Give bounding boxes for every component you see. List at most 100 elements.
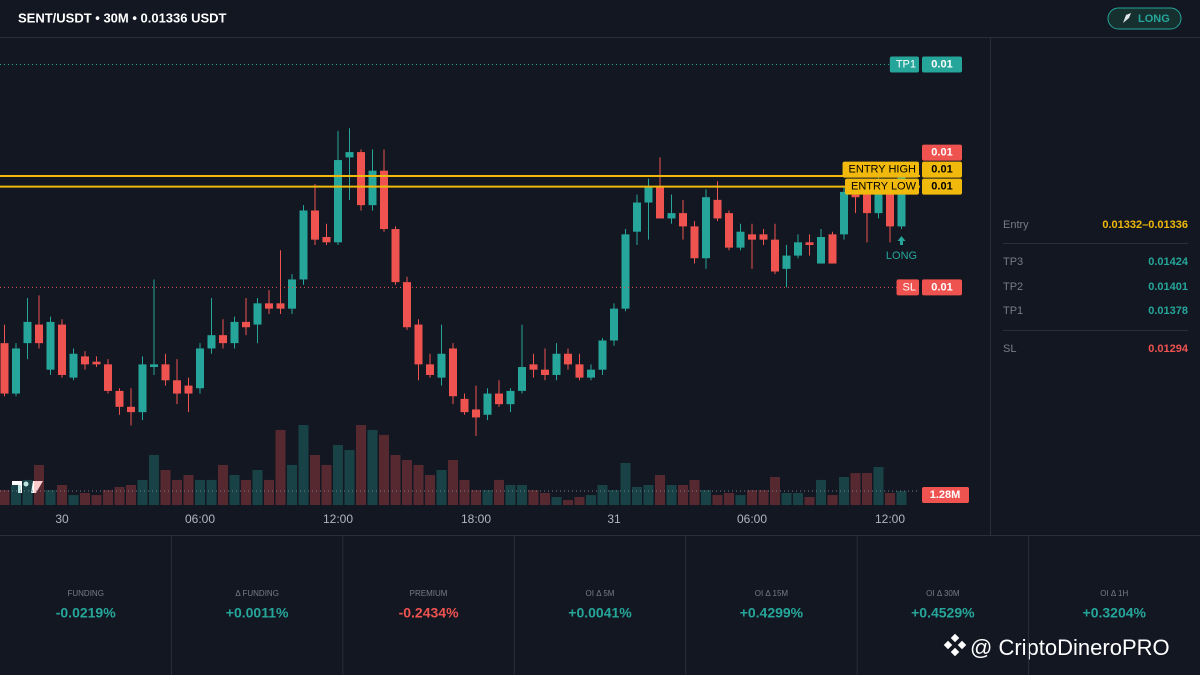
stat-value: +0.4529% (911, 605, 975, 621)
volume-bar (11, 484, 21, 505)
candle-body (150, 364, 158, 368)
volume-bar (563, 499, 573, 505)
volume-bar (885, 492, 895, 505)
candle-body (702, 197, 710, 259)
volume-bar (114, 486, 125, 505)
sidebar-label: TP2 (1003, 281, 1023, 293)
price-badge (922, 161, 962, 178)
candle-body (81, 356, 89, 365)
candle-body (12, 348, 20, 394)
button-label[interactable]: LONG (1138, 13, 1170, 25)
candle-body (345, 152, 354, 158)
candle-body (564, 353, 572, 365)
candle-body (184, 385, 193, 394)
candle-body (828, 234, 837, 264)
volume-bar (103, 490, 113, 505)
volume-bar (183, 475, 194, 505)
stat-label: OI Δ 30M (926, 589, 960, 598)
candle-body (104, 364, 112, 391)
candle-body (644, 186, 653, 203)
candle-body (771, 239, 779, 272)
volume-bar (678, 484, 688, 505)
volume-bar (793, 492, 803, 505)
stat-value: +0.3204% (1083, 605, 1147, 621)
candle-body (679, 213, 687, 227)
volume-bar (310, 454, 320, 505)
volume-bar (609, 490, 619, 505)
candle-body (598, 340, 607, 370)
stat-value: -0.0219% (56, 605, 116, 621)
candle-body (621, 234, 630, 309)
x-tick-label: 12:00 (875, 512, 905, 526)
candle-body (311, 210, 319, 240)
candle-body (138, 364, 147, 413)
volume-bar (379, 434, 389, 505)
logo-part (950, 647, 960, 657)
logo-part (950, 633, 960, 643)
price-badge-label: 0.01 (931, 281, 952, 293)
volume-bar (275, 429, 286, 505)
candle-body (265, 303, 273, 309)
volume-bar (850, 473, 861, 505)
volume-bar (321, 464, 332, 505)
candle-body (506, 390, 515, 405)
volume-bar (448, 460, 458, 505)
volume-bar (425, 475, 435, 505)
x-tick-label: 31 (607, 512, 621, 526)
stat-value: +0.0041% (568, 605, 632, 621)
volume-bar (126, 484, 136, 505)
volume-bar (298, 425, 309, 505)
volume-bar (436, 469, 447, 505)
volume-bar (137, 479, 148, 505)
volume-bar (0, 490, 10, 505)
level-name: TP1 (896, 58, 916, 70)
logo-part (31, 481, 43, 493)
candle-body (0, 343, 9, 394)
stat-label: FUNDING (67, 589, 103, 598)
sidebar-label: Entry (1003, 219, 1029, 231)
volume-bar (747, 490, 757, 505)
x-tick-label: 06:00 (185, 512, 215, 526)
volume-bar (287, 464, 297, 505)
volume-bar (45, 490, 56, 505)
volume-bar (827, 495, 838, 505)
candle-body (736, 231, 745, 248)
stat-label: OI Δ 1H (1100, 589, 1128, 598)
candle-body (161, 364, 170, 381)
volume-bar (689, 479, 700, 505)
signal-arrow (897, 236, 906, 246)
volume-bar (22, 479, 33, 505)
x-tick-label: 30 (55, 512, 69, 526)
candle-body (69, 353, 78, 378)
stat-label: Δ FUNDING (235, 589, 279, 598)
candle-body (115, 390, 124, 407)
volume-bar (586, 495, 596, 505)
candle-body (529, 364, 538, 370)
candle-body (874, 183, 883, 214)
candle-body (242, 321, 250, 328)
level-name-badge (845, 178, 919, 195)
candle-body (587, 369, 595, 378)
candle-body (322, 237, 331, 243)
candle-body (575, 364, 584, 378)
price-badge-label: 0.01 (931, 146, 952, 158)
volume-bar (402, 460, 412, 505)
button-frame[interactable] (1107, 7, 1182, 30)
stat-value: -0.2434% (399, 605, 459, 621)
volume-bar (517, 484, 527, 505)
candle-body (449, 348, 457, 397)
sidebar-label: SL (1003, 343, 1016, 355)
candle-body (414, 324, 423, 365)
candle-body (127, 406, 135, 413)
volume-bar (241, 479, 251, 505)
stat-value: +0.4299% (740, 605, 804, 621)
candle-body (667, 213, 676, 219)
level-name-badge (842, 161, 919, 178)
stat-label: OI Δ 15M (755, 589, 789, 598)
candle-body (334, 160, 342, 243)
level-name: ENTRY HIGH (849, 163, 916, 175)
volume-bar (505, 484, 516, 505)
long-button[interactable]: LONG (1107, 7, 1182, 30)
candle-body (196, 348, 204, 389)
